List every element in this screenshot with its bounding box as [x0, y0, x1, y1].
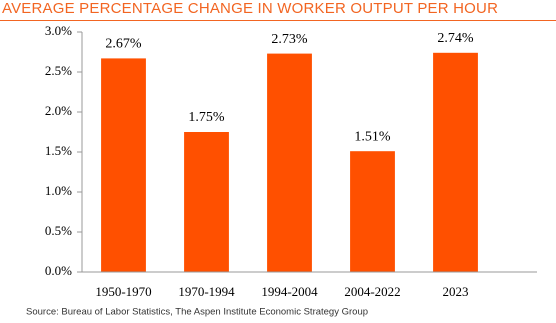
y-tick-label: 0.5%	[45, 223, 72, 238]
value-label: 2.73%	[271, 32, 308, 47]
chart-title: AVERAGE PERCENTAGE CHANGE IN WORKER OUTP…	[2, 0, 498, 17]
bar	[267, 53, 312, 272]
y-tick-label: 3.0%	[45, 23, 72, 38]
value-label: 1.75%	[188, 110, 225, 125]
y-tick-label: 1.0%	[45, 183, 72, 198]
bar	[101, 58, 146, 273]
x-tick-label: 1950-1970	[95, 284, 151, 299]
bar	[433, 52, 478, 272]
value-label: 2.74%	[437, 31, 474, 46]
y-tick-label: 0.0%	[45, 263, 72, 278]
value-label: 1.51%	[354, 129, 391, 144]
source-note: Source: Bureau of Labor Statistics, The …	[26, 307, 368, 318]
x-tick-label: 1994-2004	[261, 284, 318, 299]
bar	[184, 132, 229, 272]
bar	[350, 151, 395, 272]
y-tick-label: 1.5%	[45, 143, 72, 158]
x-tick-label: 2023	[443, 284, 469, 299]
x-tick-label: 2004-2022	[344, 284, 400, 299]
y-tick-label: 2.5%	[45, 63, 72, 78]
value-label: 2.67%	[105, 37, 142, 52]
x-tick-label: 1970-1994	[178, 284, 235, 299]
y-tick-label: 2.0%	[45, 103, 72, 118]
